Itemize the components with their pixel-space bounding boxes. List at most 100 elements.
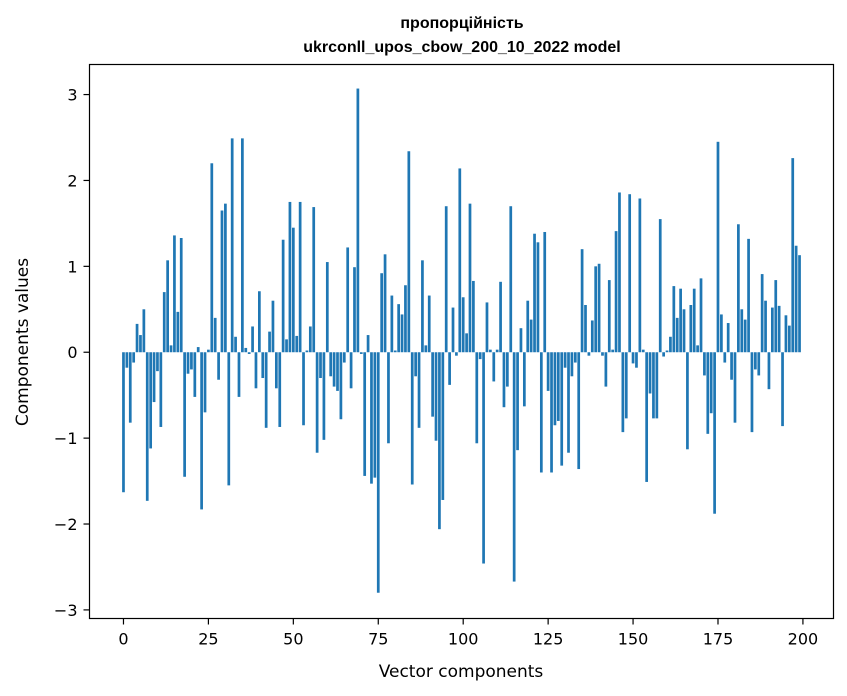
x-tick-label: 25 <box>198 630 218 649</box>
bar-150 <box>631 352 635 364</box>
bar-19 <box>186 352 190 374</box>
bar-127 <box>553 352 557 426</box>
bar-171 <box>703 352 706 376</box>
bar-156 <box>652 352 655 419</box>
y-tick-label: −1 <box>54 429 78 448</box>
bar-131 <box>567 352 570 453</box>
bar-158 <box>658 219 662 353</box>
bar-52 <box>298 201 302 353</box>
bar-193 <box>777 305 781 353</box>
bar-126 <box>550 352 553 473</box>
bar-189 <box>764 300 767 353</box>
bar-13 <box>166 260 169 353</box>
bar-92 <box>434 352 438 441</box>
bar-61 <box>329 352 333 377</box>
bar-97 <box>451 307 455 353</box>
bar-88 <box>421 260 424 353</box>
bar-122 <box>536 242 540 353</box>
bar-112 <box>502 352 506 408</box>
bar-51 <box>295 335 299 353</box>
bar-188 <box>760 274 764 353</box>
bar-195 <box>784 315 788 353</box>
bar-21 <box>193 352 197 397</box>
bar-95 <box>444 206 448 353</box>
bar-118 <box>522 352 526 407</box>
bar-134 <box>577 352 581 470</box>
bar-152 <box>638 198 642 353</box>
bar-107 <box>485 302 489 353</box>
bar-10 <box>156 352 159 372</box>
bar-69 <box>356 88 360 353</box>
bar-167 <box>689 305 693 353</box>
bar-125 <box>546 352 550 391</box>
bar-106 <box>482 352 485 564</box>
bar-44 <box>271 300 275 353</box>
bar-141 <box>601 352 604 356</box>
bar-27 <box>213 317 217 353</box>
bar-62 <box>332 352 336 387</box>
bar-48 <box>285 339 288 353</box>
bar-23 <box>200 352 203 510</box>
y-tick-label: −3 <box>54 601 78 620</box>
bar-67 <box>349 352 353 389</box>
bar-85 <box>410 352 414 485</box>
bar-4 <box>135 323 139 353</box>
bar-54 <box>305 350 309 353</box>
bar-148 <box>624 352 628 419</box>
bar-149 <box>628 194 632 353</box>
bar-66 <box>346 247 350 353</box>
bar-160 <box>665 350 669 353</box>
bar-2 <box>128 352 132 423</box>
bar-0 <box>122 352 125 493</box>
bar-142 <box>604 352 608 387</box>
bar-75 <box>376 352 380 593</box>
bar-14 <box>169 345 173 353</box>
bar-28 <box>217 352 220 380</box>
bar-47 <box>281 239 285 353</box>
bar-49 <box>288 201 292 353</box>
bar-1 <box>125 352 129 368</box>
bar-33 <box>234 336 237 353</box>
bar-7 <box>145 352 149 501</box>
bar-124 <box>543 231 547 353</box>
bar-154 <box>645 352 649 482</box>
bar-101 <box>465 333 468 353</box>
bar-182 <box>740 309 744 353</box>
bar-194 <box>781 352 784 427</box>
bar-3 <box>132 352 136 363</box>
bar-32 <box>230 138 234 353</box>
bar-77 <box>383 254 387 353</box>
bar-183 <box>743 319 747 353</box>
bar-29 <box>220 210 224 353</box>
bar-186 <box>754 352 757 370</box>
bar-65 <box>342 352 346 363</box>
bar-197 <box>791 158 795 353</box>
bar-176 <box>720 314 723 353</box>
bar-147 <box>621 352 625 433</box>
bar-196 <box>787 325 791 353</box>
bar-31 <box>227 352 231 486</box>
bar-153 <box>641 349 645 353</box>
bar-50 <box>291 227 295 353</box>
bar-82 <box>400 314 404 353</box>
bar-64 <box>339 352 343 420</box>
bar-98 <box>455 352 458 356</box>
chart-title-line2: ukrconll_upos_cbow_200_10_2022 model <box>303 39 620 56</box>
bar-187 <box>757 352 761 376</box>
bar-165 <box>682 309 686 353</box>
y-tick-label: 2 <box>67 171 77 190</box>
bar-100 <box>461 297 465 353</box>
bar-170 <box>699 278 703 353</box>
bar-30 <box>224 203 227 353</box>
bar-81 <box>397 304 401 353</box>
bar-168 <box>692 288 696 353</box>
plot-frame <box>88 63 835 620</box>
bar-91 <box>431 352 434 417</box>
bar-5 <box>139 335 142 353</box>
bar-114 <box>509 206 513 353</box>
bar-34 <box>237 352 241 397</box>
bar-84 <box>407 151 411 353</box>
bar-24 <box>203 352 207 413</box>
bar-199 <box>798 255 801 353</box>
